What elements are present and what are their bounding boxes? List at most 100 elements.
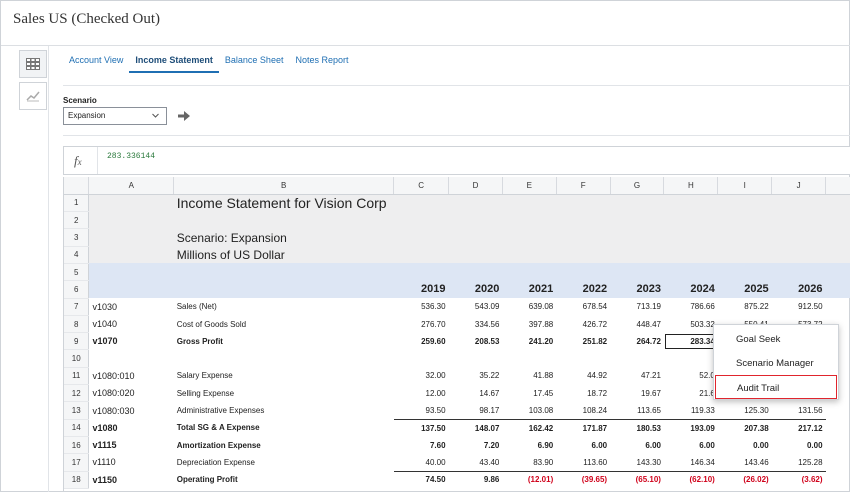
value-cell[interactable] [393,263,449,281]
account-label-cell[interactable] [173,211,394,229]
value-cell[interactable] [717,211,772,229]
account-code-cell[interactable] [88,280,174,299]
account-label-cell[interactable]: Depreciation Expense [176,457,255,467]
value-cell[interactable]: 2021 [502,280,557,299]
row-header[interactable]: 2 [64,211,90,230]
formula-input[interactable]: 283.336144 [107,152,156,161]
value-cell[interactable]: 6.90 [537,440,554,450]
row-header[interactable]: 14 [64,419,90,437]
column-header-e[interactable]: E [502,177,557,195]
value-cell[interactable]: 283.34 [664,333,718,350]
value-cell[interactable] [502,350,556,367]
value-cell[interactable]: 18.72 [587,388,608,398]
value-cell[interactable]: 2024 [663,280,718,299]
value-cell[interactable] [663,211,718,229]
value-cell[interactable] [664,350,718,367]
value-cell[interactable]: 786.66 [690,302,715,312]
account-code-cell[interactable]: v1070 [92,336,118,347]
account-code-cell[interactable] [88,246,174,264]
value-cell[interactable]: 93.50 [425,405,446,415]
value-cell[interactable] [502,194,557,212]
value-cell[interactable]: 912.50 [798,302,823,312]
row-header[interactable]: 12 [64,384,90,403]
value-cell[interactable] [556,246,611,264]
value-cell[interactable]: 40.00 [425,457,446,467]
value-cell[interactable]: 208.53 [474,336,500,346]
value-cell[interactable] [610,211,664,229]
column-header-i[interactable]: I [717,177,773,195]
account-label-cell[interactable]: Cost of Goods Sold [176,319,247,329]
value-cell[interactable]: (62.10) [663,470,718,489]
value-cell[interactable]: 125.28 [798,457,823,467]
column-header-f[interactable]: F [556,177,611,195]
value-cell[interactable] [663,228,718,247]
value-cell[interactable] [393,194,449,212]
value-cell[interactable] [610,263,664,281]
value-cell[interactable]: 217.12 [771,418,826,437]
value-cell[interactable] [771,194,826,212]
value-cell[interactable] [393,246,449,264]
value-cell[interactable]: 713.19 [636,302,661,312]
value-cell[interactable]: 125.30 [744,405,769,415]
value-cell[interactable]: 7.20 [483,440,500,450]
value-cell[interactable]: 131.56 [798,405,823,415]
value-cell[interactable]: 2026 [771,280,826,299]
account-code-cell[interactable]: v1115 [92,440,117,451]
value-cell[interactable]: 52.0 [699,371,715,381]
go-arrow-icon[interactable] [177,109,191,123]
row-header[interactable]: 7 [64,298,90,316]
value-cell[interactable]: 74.50 [393,470,449,489]
value-cell[interactable] [449,350,503,367]
value-cell[interactable] [717,194,772,212]
account-code-cell[interactable]: v1080:020 [92,388,135,399]
row-header[interactable]: 16 [64,436,90,455]
value-cell[interactable]: 276.70 [421,319,446,329]
tab-income-statement[interactable]: Income Statement [129,51,219,73]
account-label-cell[interactable]: Income Statement for Vision Corp [173,194,394,212]
value-cell[interactable] [393,211,449,229]
value-cell[interactable]: 113.65 [637,405,661,415]
value-cell[interactable]: 143.46 [744,457,769,467]
chart-view-button[interactable] [19,82,47,110]
value-cell[interactable] [771,211,826,229]
value-cell[interactable] [771,228,826,247]
value-cell[interactable]: 14.67 [479,388,500,398]
value-cell[interactable]: 397.88 [528,319,554,329]
value-cell[interactable]: 98.17 [479,405,500,415]
value-cell[interactable] [556,211,611,229]
value-cell[interactable] [717,263,772,281]
account-label-cell[interactable]: Amortization Expense [176,440,261,450]
account-label-cell[interactable]: Sales (Net) [176,302,217,312]
row-header[interactable]: 17 [64,453,90,472]
value-cell[interactable]: 47.21 [640,371,661,381]
value-cell[interactable]: 2022 [556,280,611,299]
account-label-cell[interactable]: Total SG & A Expense [176,423,260,433]
value-cell[interactable] [556,263,611,281]
value-cell[interactable]: 113.60 [583,457,608,467]
column-header-b[interactable]: B [173,177,395,195]
value-cell[interactable] [556,228,611,247]
account-label-cell[interactable]: Selling Expense [176,388,235,398]
value-cell[interactable] [610,228,664,247]
value-cell[interactable] [448,228,503,247]
value-cell[interactable] [394,350,449,367]
value-cell[interactable] [556,194,611,212]
value-cell[interactable]: 44.92 [587,371,608,381]
account-code-cell[interactable]: v1030 [92,301,117,312]
value-cell[interactable]: 543.09 [474,302,500,312]
value-cell[interactable]: 503.32 [690,319,715,329]
column-header-j[interactable]: J [771,177,827,195]
value-cell[interactable] [771,263,826,281]
value-cell[interactable]: 207.38 [717,418,772,437]
value-cell[interactable] [663,263,718,281]
value-cell[interactable]: 12.00 [425,388,446,398]
value-cell[interactable]: (26.02) [717,470,772,489]
value-cell[interactable]: 241.20 [528,336,554,346]
account-code-cell[interactable] [89,350,174,367]
value-cell[interactable]: (39.65) [556,470,611,489]
value-cell[interactable] [663,194,718,212]
menu-item-goal-seek[interactable]: Goal Seek [736,334,781,345]
value-cell[interactable]: 6.00 [645,440,661,450]
value-cell[interactable]: 9.86 [448,470,503,489]
value-cell[interactable]: 2019 [393,280,449,299]
